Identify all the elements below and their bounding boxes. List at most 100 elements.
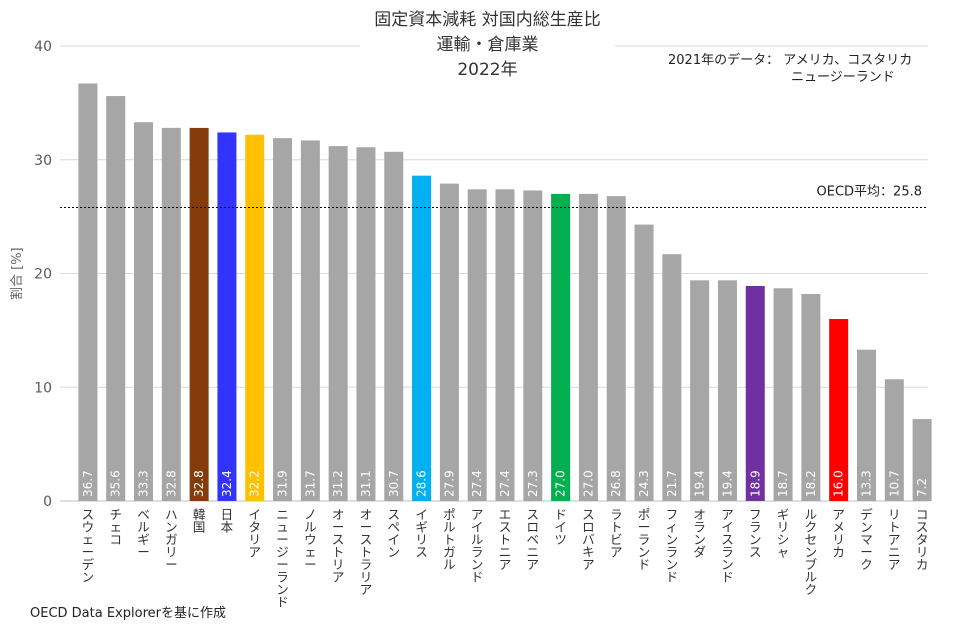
x-tick-label: イギリス (415, 507, 428, 560)
x-tick-label: ポルトガル (443, 507, 456, 572)
bar (745, 286, 765, 501)
data-label: 27.9 (442, 470, 456, 497)
bar (78, 83, 98, 501)
x-tick-label: チェコ (109, 507, 122, 547)
bar (912, 419, 932, 501)
data-year-note: 2021年のデータ： アメリカ、コスタリカ ニュージーランド (668, 52, 912, 86)
x-tick-label: リトアニア (888, 507, 901, 572)
bar (662, 254, 682, 501)
data-label: 30.7 (387, 470, 401, 497)
data-label: 21.7 (665, 470, 679, 497)
data-label: 31.2 (331, 470, 345, 497)
data-label: 13.3 (859, 470, 873, 497)
x-tick-label: スウェーデン (82, 507, 95, 585)
chart-title-line-3: 2022年 (457, 60, 518, 80)
x-tick-label: ベルギー (137, 507, 150, 560)
x-tick-label: オランダ (693, 507, 706, 560)
x-tick-label: ルクセンブルク (805, 507, 818, 597)
bar (412, 175, 432, 502)
data-label: 36.7 (81, 470, 95, 497)
bar (717, 280, 737, 501)
bar (300, 140, 320, 501)
x-tick-label: スペイン (388, 507, 401, 560)
y-tick-label: 0 (43, 494, 52, 510)
data-label: 31.7 (303, 470, 317, 497)
bar (856, 349, 876, 501)
data-label: 26.8 (609, 470, 623, 497)
data-label: 35.6 (109, 470, 123, 497)
bar (578, 193, 598, 501)
x-tick-label: ポーランド (638, 507, 651, 572)
x-tick-label: スロベニア (527, 507, 540, 572)
data-label: 19.4 (720, 470, 734, 497)
x-tick-label: ノルウェー (304, 507, 317, 572)
y-tick-label: 40 (34, 39, 52, 55)
data-label: 27.4 (470, 470, 484, 497)
data-label: 27.4 (498, 470, 512, 497)
x-tick-label: ドイツ (554, 507, 567, 547)
chart-title-line-1: 固定資本減耗 対国内総生産比 (374, 10, 601, 30)
data-label: 24.3 (637, 470, 651, 497)
x-tick-label: アイスランド (721, 507, 734, 585)
bar (690, 280, 710, 501)
bar (467, 189, 487, 501)
chart-title-line-2: 運輸・倉庫業 (436, 35, 539, 55)
x-tick-label: デンマーク (860, 507, 873, 572)
x-tick-label: コスタリカ (916, 507, 929, 572)
bar (773, 288, 793, 501)
y-tick-label: 10 (34, 380, 52, 396)
bar (439, 183, 459, 501)
bar (634, 224, 654, 501)
x-tick-label: エストニア (499, 507, 512, 572)
data-label: 18.7 (776, 470, 790, 497)
data-year-note-line-1: 2021年のデータ： アメリカ、コスタリカ (668, 53, 913, 68)
x-tick-label: 韓国 (193, 507, 206, 535)
data-label: 32.4 (220, 470, 234, 497)
bar (606, 196, 626, 501)
bar (161, 127, 181, 502)
data-label: 16.0 (832, 470, 846, 497)
data-label: 31.9 (276, 470, 290, 497)
data-label: 32.8 (192, 470, 206, 497)
bar (134, 122, 154, 502)
bar (328, 146, 348, 501)
data-label: 27.0 (581, 470, 595, 497)
x-tick-label: ラトビア (610, 507, 623, 560)
x-tick-label: ハンガリー (165, 507, 178, 572)
data-label: 27.0 (554, 470, 568, 497)
bar (273, 138, 293, 501)
bar (189, 127, 209, 502)
bar (495, 189, 515, 501)
data-label: 28.6 (415, 470, 429, 497)
x-tick-label: オーストリア (332, 507, 345, 585)
bar (217, 132, 237, 501)
bar (523, 190, 543, 501)
y-tick-label: 20 (34, 267, 52, 283)
x-tick-label: スロバキア (582, 507, 595, 572)
data-label: 18.2 (804, 470, 818, 497)
data-label: 7.2 (915, 478, 929, 497)
data-label: 19.4 (693, 470, 707, 497)
data-label: 33.3 (137, 470, 151, 497)
bar (356, 147, 376, 502)
bar (106, 96, 126, 502)
data-label: 27.3 (526, 470, 540, 497)
oecd-average-label: OECD平均：25.8 (817, 185, 922, 200)
bar (384, 151, 404, 501)
bar (551, 193, 571, 501)
x-tick-label: フランス (749, 507, 762, 560)
x-tick-label: フィンランド (666, 507, 679, 585)
bar (245, 134, 265, 501)
x-tick-label: ニュージーランド (276, 507, 289, 610)
x-tick-label: アメリカ (832, 507, 845, 560)
source-note: OECD Data Explorerを基に作成 (30, 606, 226, 621)
data-label: 18.9 (748, 470, 762, 497)
bar (829, 319, 849, 501)
x-tick-label: アイルランド (471, 507, 484, 585)
data-year-note-line-2: ニュージーランド (791, 70, 895, 85)
bar (884, 379, 904, 501)
bar (801, 293, 821, 501)
data-label: 32.8 (164, 470, 178, 497)
data-label: 31.1 (359, 470, 373, 497)
